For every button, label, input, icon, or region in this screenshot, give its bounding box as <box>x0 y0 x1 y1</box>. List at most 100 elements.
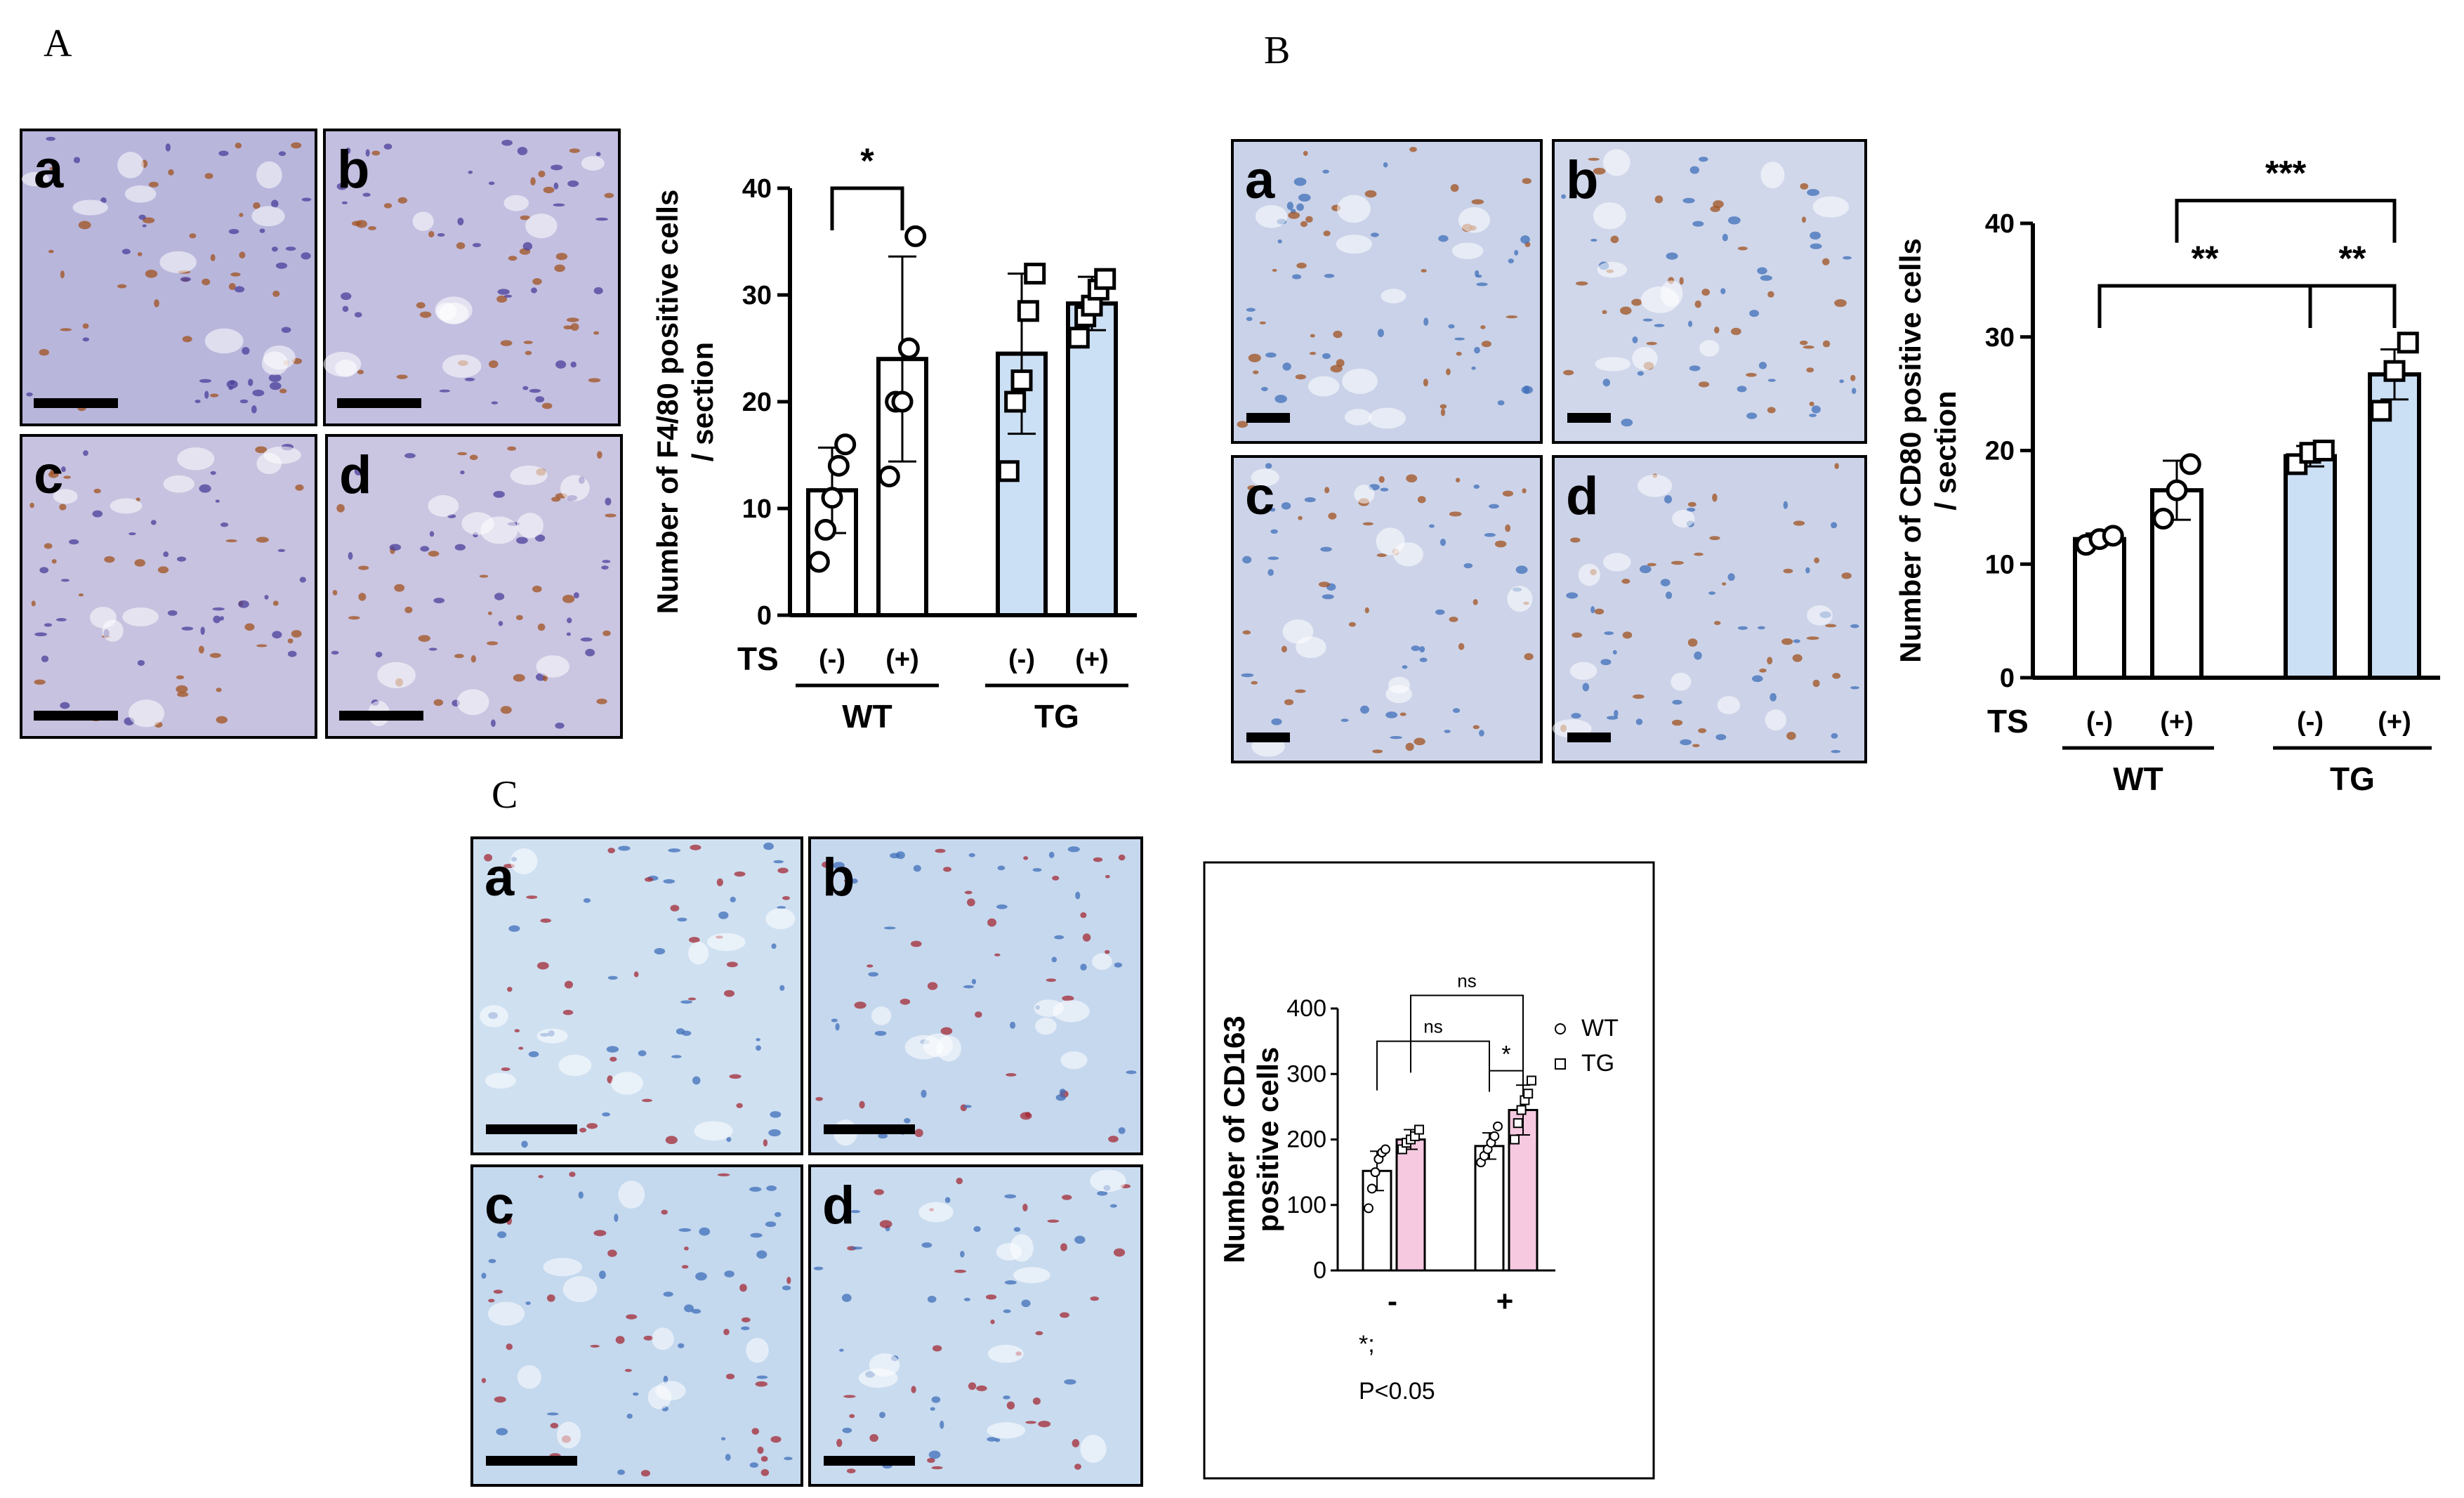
bar-0 <box>2073 537 2126 680</box>
point-WT-0-2 <box>1370 1167 1381 1178</box>
point-1-0 <box>2152 508 2175 530</box>
point-0-1 <box>815 518 837 541</box>
sig-bracket-2 <box>1410 994 1524 1073</box>
point-TG-1-5 <box>1527 1075 1536 1086</box>
y-tick-label-2: 200 <box>1286 1126 1326 1153</box>
sig-bracket-2 <box>2175 199 2397 243</box>
sig-bracket-0 <box>830 186 904 230</box>
y-tick-label-2: 20 <box>1985 437 2015 466</box>
image-a-d-label: d <box>339 445 371 505</box>
sig-label-0: * <box>860 141 874 180</box>
bar-2 <box>2284 454 2337 681</box>
image-c-c-bg <box>470 1164 803 1487</box>
point-2-2 <box>1010 369 1033 392</box>
point-0-0 <box>808 551 830 573</box>
x-tick-label-0: (-) <box>819 645 845 674</box>
x-tick-label-0: - <box>1388 1285 1397 1318</box>
panel-b-micrographs: a b c d <box>1231 139 1867 763</box>
point-3-0 <box>2370 400 2392 422</box>
y-tick-label-1: 10 <box>1985 550 2015 579</box>
image-b-c-scale-bar <box>1246 732 1290 742</box>
point-2-2 <box>2312 440 2335 461</box>
sig-label-0: ** <box>2192 239 2219 278</box>
group-label-1: TG <box>2330 761 2375 797</box>
sig-bracket-0 <box>2097 284 2312 328</box>
x-tick-label-2: (-) <box>2297 707 2324 737</box>
image-c-b-texture <box>815 846 1137 1146</box>
y-tick-label-4: 40 <box>1985 209 2015 239</box>
point-TG-1-2 <box>1516 1105 1527 1115</box>
point-0-3 <box>827 454 850 477</box>
sig-bracket-0-label: ns <box>1423 1016 1442 1037</box>
image-a-a-texture <box>21 136 312 414</box>
y-axis-title: Number of CD163positive cells <box>1218 1016 1284 1263</box>
image-b-a-scale-bar <box>1246 413 1290 423</box>
point-WT-0-1 <box>1366 1183 1377 1194</box>
group-label-0: WT <box>842 698 892 735</box>
image-c-c-label: c <box>485 1176 514 1235</box>
point-TG-0-4 <box>1414 1124 1424 1135</box>
image-b-d-scale-bar <box>1567 732 1611 742</box>
sig-bracket-1-label: * <box>1501 1042 1510 1068</box>
sig-bracket-1 <box>1489 1070 1524 1092</box>
image-c-d: d <box>808 1164 1143 1487</box>
x-tick-label-0: (-) <box>2086 707 2113 737</box>
image-a-c-texture <box>29 443 307 728</box>
x-tick-label-3: (+) <box>1075 645 1109 674</box>
panel-label-a: A <box>44 22 72 65</box>
y-tick-label-4: 400 <box>1286 995 1326 1022</box>
y-tick-label-1: 100 <box>1286 1192 1326 1218</box>
point-0-2 <box>2102 525 2124 547</box>
point-2-4 <box>1024 263 1046 285</box>
x-tick-label-3: (+) <box>2378 707 2411 737</box>
image-b-c-label: c <box>1245 466 1274 526</box>
image-a-b-scale-bar <box>337 398 421 408</box>
image-a-d-scale-bar <box>339 711 423 721</box>
legend-marker-WT <box>1555 1023 1566 1034</box>
image-c-d-texture <box>813 1169 1131 1473</box>
image-a-c-scale-bar <box>34 711 118 721</box>
x-tick-label-1: (+) <box>2160 707 2194 737</box>
point-3-4 <box>1094 268 1116 290</box>
image-a-a-label: a <box>34 140 64 199</box>
image-b-b-label: b <box>1566 150 1598 210</box>
point-TG-1-0 <box>1510 1134 1520 1145</box>
y-tick-label-4: 40 <box>742 174 772 204</box>
image-c-d-bg <box>808 1164 1143 1487</box>
point-0-2 <box>821 487 843 509</box>
footnote-line2: P<0.05 <box>1359 1378 1435 1405</box>
image-b-b: b <box>1552 139 1867 444</box>
image-b-b-texture <box>1561 149 1857 427</box>
point-1-4 <box>904 225 927 247</box>
point-1-1 <box>2166 479 2188 501</box>
y-tick-label-2: 20 <box>742 388 772 417</box>
point-3-1 <box>2383 360 2406 382</box>
image-c-b-scale-bar <box>824 1124 915 1134</box>
point-2-3 <box>1017 300 1039 322</box>
legend-marker-TG <box>1555 1058 1566 1070</box>
point-WT-1-4 <box>1489 1131 1500 1141</box>
image-b-c: c <box>1231 455 1543 763</box>
point-WT-1-5 <box>1493 1121 1503 1131</box>
image-a-a: a <box>20 129 317 426</box>
point-1-3 <box>897 337 920 360</box>
point-WT-0-0 <box>1364 1203 1373 1214</box>
ts-label: TS <box>1987 703 2029 740</box>
x-tick-label-2: (-) <box>1008 645 1035 674</box>
image-c-d-scale-bar <box>824 1456 915 1466</box>
y-tick-label-0: 0 <box>757 601 772 631</box>
image-c-a-label: a <box>485 848 515 907</box>
footnote-line1: *; <box>1359 1331 1375 1358</box>
bar-3 <box>2368 372 2421 680</box>
image-c-b: b <box>808 836 1143 1155</box>
panel-label-b: B <box>1264 29 1290 72</box>
panel-a-micrographs: a b c d <box>20 129 623 739</box>
image-a-c: c <box>20 434 317 739</box>
bar-3 <box>1066 301 1118 617</box>
point-TG-1-1 <box>1513 1118 1523 1129</box>
group-label-1: TG <box>1034 698 1079 735</box>
y-tick-label-3: 300 <box>1286 1060 1326 1087</box>
group-label-0: WT <box>2113 761 2163 797</box>
y-tick-label-0: 0 <box>1313 1257 1326 1284</box>
